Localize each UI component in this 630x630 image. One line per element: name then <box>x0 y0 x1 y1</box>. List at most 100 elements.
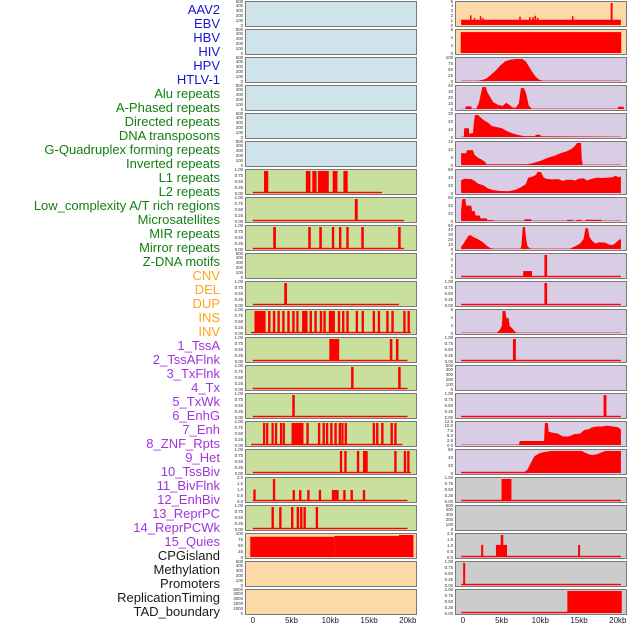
signal-bar <box>312 171 317 193</box>
signal-bar <box>338 423 342 445</box>
y-tick: 0 <box>450 191 453 196</box>
track-signal-EBV <box>246 30 416 54</box>
y-tick: 0.25 <box>234 409 243 414</box>
track-signal-15_Quies <box>461 451 621 474</box>
row-label-CNV: CNV <box>192 268 220 283</box>
signal-bar <box>271 507 274 529</box>
y-tick: 400 <box>235 88 243 93</box>
y-tick: 2.0 <box>446 531 453 536</box>
row-label-L1 repeats: L1 repeats <box>158 170 220 185</box>
y-tick: 100 <box>235 130 243 135</box>
y-tick: 25 <box>238 549 243 554</box>
signal-bar <box>322 423 325 445</box>
y-tick: 40 <box>448 83 453 88</box>
signal-bar <box>372 423 376 445</box>
y-tick: 2 <box>450 13 453 19</box>
y-tick: 5000 <box>233 587 243 592</box>
y-tick: 200 <box>235 125 243 131</box>
y-tick: 0 <box>450 135 453 140</box>
y-tick: 3 <box>450 257 453 262</box>
track-signal-L1 repeats <box>252 339 408 362</box>
y-tick: 40 <box>448 203 453 208</box>
row-label-Directed repeats: Directed repeats <box>124 114 220 129</box>
y-tick: 60 <box>448 167 453 172</box>
y-tick: 4 <box>450 251 453 256</box>
track-signal-L2 repeats <box>252 367 408 390</box>
y-tick: 100 <box>445 55 453 60</box>
signal-bar <box>291 507 294 529</box>
signal-bar <box>481 544 484 557</box>
y-tick: 0.00 <box>234 191 243 196</box>
signal-bar <box>252 499 408 502</box>
signal-bar <box>461 583 621 586</box>
track-9_Het <box>455 281 627 307</box>
y-tick: 0.50 <box>444 291 453 296</box>
signal-bar <box>461 359 621 362</box>
track-1_TssA <box>455 57 627 83</box>
signal-area <box>461 87 624 109</box>
signal-bar <box>461 471 528 474</box>
y-tick: 0.0 <box>446 443 453 448</box>
row-label-HBV: HBV <box>193 30 220 45</box>
signal-bar <box>567 591 622 613</box>
track-13_ReprPC <box>455 393 627 419</box>
y-tick: 1.00 <box>444 559 453 564</box>
track-signal-12_EnhBiv <box>456 366 626 390</box>
y-tick: 0.25 <box>444 409 453 414</box>
row-label-INS: INS <box>198 310 220 325</box>
signal-bar <box>263 423 266 445</box>
signal-area <box>461 143 621 165</box>
y-tick: 0.00 <box>234 303 243 308</box>
row-label-Methylation: Methylation <box>153 562 220 577</box>
y-tick: 1.00 <box>444 587 453 592</box>
y-tick: 1.00 <box>234 307 243 312</box>
signal-bar <box>534 15 537 25</box>
y-tick: 0.50 <box>444 599 453 604</box>
track-10_TssBiv <box>455 309 627 335</box>
y-tick: 1.00 <box>444 279 453 284</box>
track-signal-HTLV-1 <box>246 142 416 166</box>
x-tick-left-10kb: 10kb <box>321 616 339 625</box>
track-signal-G-Quadruplex forming repeats <box>252 283 399 306</box>
signal-bar <box>578 544 581 557</box>
row-label-EBV: EBV <box>193 16 220 31</box>
y-tick: 0.00 <box>234 471 243 476</box>
y-tick: 40 <box>448 455 453 460</box>
y-tick: 0.75 <box>234 313 243 318</box>
track-signal-6_EnhG <box>461 199 621 221</box>
signal-bar <box>461 499 621 502</box>
track-signal-Inverted repeats <box>251 311 411 334</box>
signal-bar <box>362 451 368 473</box>
track-DEL <box>245 561 417 587</box>
signal-bar <box>279 507 282 529</box>
y-tick: 400 <box>445 368 453 373</box>
y-tick: 0.25 <box>444 577 453 582</box>
y-tick: 200 <box>235 265 243 271</box>
y-tick: 40 <box>448 228 453 233</box>
y-tick: 100 <box>235 102 243 107</box>
y-tick: 12.5 <box>444 419 453 424</box>
track-Promoters <box>455 533 627 559</box>
y-tick: 20 <box>448 211 453 216</box>
y-tick: 500 <box>235 83 243 88</box>
signal-bar <box>317 423 321 445</box>
y-tick: 30 <box>448 111 453 116</box>
y-tick: 0 <box>450 79 453 84</box>
y-tick: 0 <box>450 387 453 392</box>
track-signal-HBV <box>246 58 416 82</box>
track-L2 repeats <box>245 365 417 391</box>
y-tick: 0.0 <box>446 555 453 560</box>
signal-bar <box>351 367 354 389</box>
row-label-MIR repeats: MIR repeats <box>149 226 220 241</box>
signal-bar <box>398 227 401 249</box>
signal-bar <box>306 423 309 445</box>
row-label-12_EnhBiv: 12_EnhBiv <box>157 492 220 507</box>
y-tick: 0 <box>240 555 243 560</box>
track-12_EnhBiv <box>455 365 627 391</box>
y-tick: 200 <box>235 13 243 19</box>
row-label-8_ZNF_Rpts: 8_ZNF_Rpts <box>146 436 220 451</box>
signal-bar <box>343 490 346 501</box>
y-tick: 0.75 <box>234 397 243 402</box>
signal-bar <box>250 536 335 557</box>
y-tick: 300 <box>235 9 243 14</box>
